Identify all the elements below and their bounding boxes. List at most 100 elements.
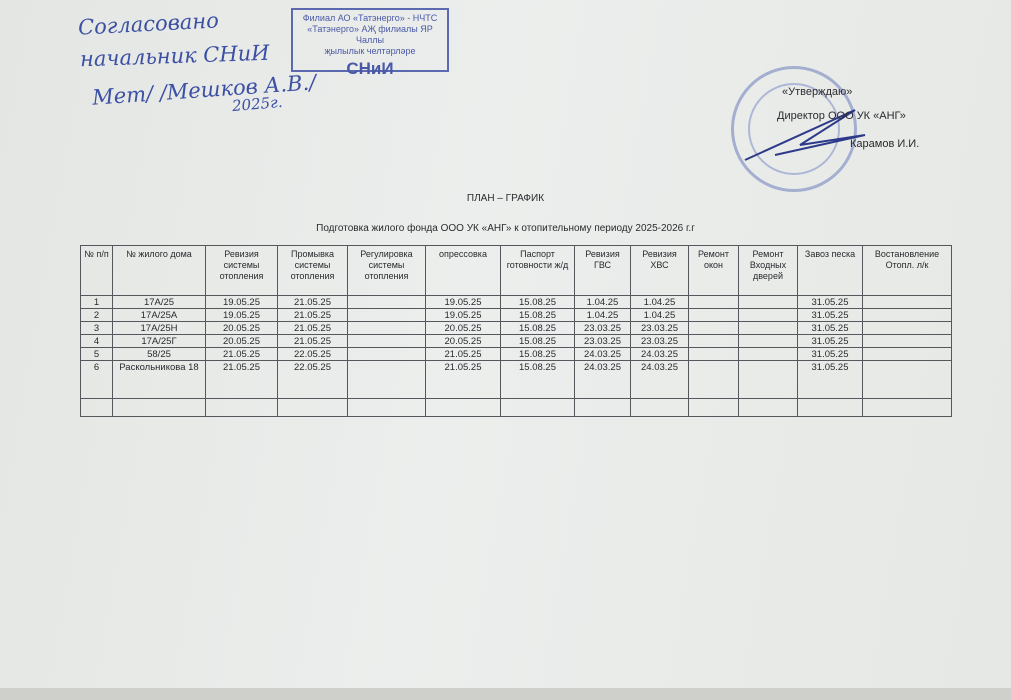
table-cell: 17А/25Н [112,321,206,335]
table-cell: 5 [80,347,113,361]
table-cell: 22.05.25 [277,360,348,399]
table-cell [738,308,798,322]
table-cell: 19.05.25 [205,295,278,309]
director-position: Директор ООО УК «АНГ» [777,110,906,122]
table-cell: 20.05.25 [425,334,501,348]
table-cell: 15.08.25 [500,360,575,399]
table-cell [347,347,426,361]
table-cell [688,360,739,399]
table-cell [347,334,426,348]
table-cell [500,398,575,417]
table-cell [862,334,952,348]
table-row: 1 17А/25 19.05.25 21.05.25 19.05.25 15.08.25 1… [80,295,952,309]
stamp-line: җылылык челтәрләре [324,46,416,56]
table-cell: 23.03.25 [630,321,689,335]
column-header: Ремонт окон [688,245,739,296]
table-cell [347,398,426,417]
table-cell [738,321,798,335]
table-cell: 24.03.25 [574,360,631,399]
column-header: опрессовка [425,245,501,296]
table-cell: 31.05.25 [797,347,863,361]
table-cell: 15.08.25 [500,295,575,309]
column-header: № п/п [80,245,113,296]
column-header: Паспорт готовности ж/д [500,245,575,296]
table-cell: 17А/25Г [112,334,206,348]
table-cell [862,295,952,309]
table-cell [738,360,798,399]
table-cell: 31.05.25 [797,334,863,348]
table-cell [688,308,739,322]
table-cell: 21.05.25 [425,347,501,361]
photo-bottom-edge [0,688,1011,700]
table-cell: 21.05.25 [277,295,348,309]
table-cell: 19.05.25 [425,295,501,309]
table-cell [347,308,426,322]
table-cell [688,347,739,361]
table-cell [862,398,952,417]
table-cell: Раскольникова 18 [112,360,206,399]
approve-label: «Утверждаю» [782,86,853,98]
table-cell: 20.05.25 [205,334,278,348]
table-cell: 21.05.25 [277,308,348,322]
table-cell [205,398,278,417]
column-header: Завоз песка [797,245,863,296]
table-header-row: № п/п № жилого дома Ревизия системы отопле… [80,245,952,296]
table-row: 3 17А/25Н 20.05.25 21.05.25 20.05.25 15.08.25… [80,321,952,335]
table-cell: 21.05.25 [425,360,501,399]
table-cell: 1.04.25 [630,308,689,322]
table-cell [738,295,798,309]
table-cell [425,398,501,417]
column-header: Востановление Отопл. л/к [862,245,952,296]
table-cell: 20.05.25 [205,321,278,335]
table-cell: 21.05.25 [277,321,348,335]
table-cell [738,398,798,417]
table-cell [347,360,426,399]
table-cell [347,295,426,309]
table-cell [797,398,863,417]
table-cell [862,360,952,399]
table-cell: 1 [80,295,113,309]
table-cell: 21.05.25 [205,347,278,361]
table-row: 5 58/25 21.05.25 22.05.25 21.05.25 15.08.25 24… [80,347,952,361]
table-cell [688,334,739,348]
table-cell: 31.05.25 [797,321,863,335]
table-cell: 22.05.25 [277,347,348,361]
table-cell: 17А/25А [112,308,206,322]
table-cell [347,321,426,335]
plan-table: № п/п № жилого дома Ревизия системы отопле… [80,245,952,417]
table-cell [112,398,206,417]
table-cell [688,295,739,309]
handwritten-position: начальник СНиИ [79,40,270,72]
table-cell: 24.03.25 [574,347,631,361]
document-subtitle: Подготовка жилого фонда ООО УК «АНГ» к о… [316,223,695,234]
column-header: Промывка системы отопления [277,245,348,296]
table-cell: 21.05.25 [205,360,278,399]
handwritten-year: 2025г. [231,92,284,116]
stamp-line: «Татэнерго» АҖ филиалы ЯР Чаллы [307,24,433,45]
table-cell: 24.03.25 [630,347,689,361]
table-cell [862,321,952,335]
column-header: № жилого дома [112,245,206,296]
table-cell: 31.05.25 [797,295,863,309]
column-header: Ревизия ГВС [574,245,631,296]
table-cell: 23.03.25 [630,334,689,348]
table-cell [738,334,798,348]
table-cell [688,398,739,417]
director-signature [744,109,866,161]
table-cell [688,321,739,335]
table-cell: 19.05.25 [205,308,278,322]
table-cell: 21.05.25 [277,334,348,348]
table-cell [80,398,113,417]
table-cell [738,347,798,361]
table-cell: 1.04.25 [630,295,689,309]
table-row: 2 17А/25А 19.05.25 21.05.25 19.05.25 15.08.25… [80,308,952,322]
table-cell: 1.04.25 [574,308,631,322]
table-cell: 2 [80,308,113,322]
table-row [80,398,952,417]
stamp-line: Филиал АО «Татэнерго» - НЧТС [302,13,438,23]
table-cell [277,398,348,417]
table-row: 4 17А/25Г 20.05.25 21.05.25 20.05.25 15.08.25… [80,334,952,348]
table-cell: 23.03.25 [574,334,631,348]
handwritten-agreed: Согласовано [77,8,220,40]
department-stamp: Филиал АО «Татэнерго» - НЧТС «Татэнерго»… [291,8,449,78]
